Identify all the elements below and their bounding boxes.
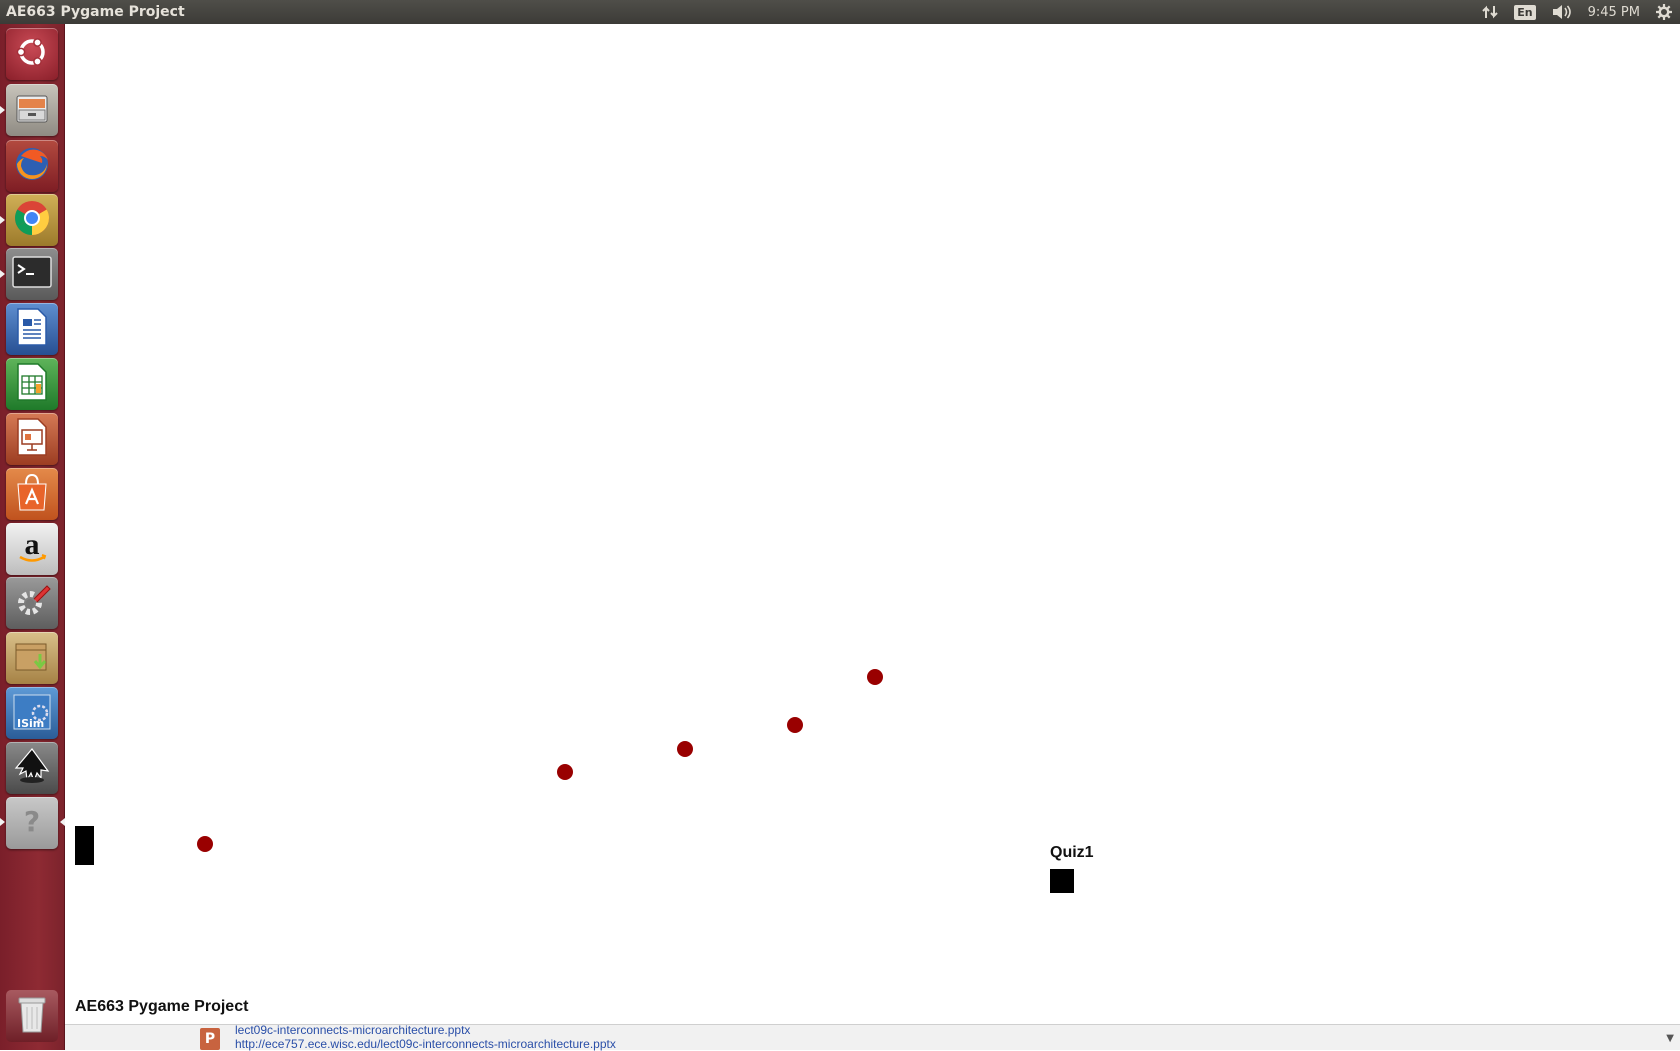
amazon-icon: a (12, 527, 52, 571)
download-bar: P lect09c-interconnects-microarchitectur… (65, 1023, 1680, 1051)
target-label: Quiz1 (1050, 844, 1094, 861)
network-icon[interactable] (1474, 0, 1506, 24)
projectile-dot (677, 741, 693, 757)
projectile-dot (197, 836, 213, 852)
archive-icon (12, 636, 52, 680)
terminal-icon (12, 255, 52, 293)
isim-button[interactable]: ISim (6, 687, 58, 739)
launcher: a ISim ? (0, 24, 65, 1050)
active-indicator (60, 818, 65, 826)
powerpoint-file-icon[interactable]: P (200, 1028, 220, 1050)
writer-icon (15, 307, 49, 351)
ubuntu-logo-icon (15, 35, 49, 73)
dash-button[interactable] (6, 28, 58, 80)
calc-icon (15, 362, 49, 406)
session-gear-icon[interactable] (1648, 0, 1680, 24)
chevron-down-icon[interactable]: ▼ (1666, 1033, 1674, 1044)
clock[interactable]: 9:45 PM (1587, 4, 1640, 20)
running-indicator (0, 216, 5, 224)
writer-button[interactable] (6, 303, 58, 355)
isim-icon: ISim (12, 691, 52, 735)
help-button[interactable]: ? (6, 797, 58, 849)
running-indicator (0, 270, 5, 278)
chrome-button[interactable] (6, 194, 58, 246)
game-canvas[interactable]: Quiz1 (65, 24, 1680, 1024)
inkscape-icon (12, 746, 52, 790)
inkscape-button[interactable] (6, 742, 58, 794)
indicator-area: En 9:45 PM (1474, 0, 1680, 24)
keyboard-layout-indicator[interactable]: En (1506, 0, 1543, 24)
svg-text:ISim: ISim (17, 717, 44, 730)
volume-icon[interactable] (1544, 0, 1580, 24)
archive-manager-button[interactable] (6, 632, 58, 684)
game-caption: AE663 Pygame Project (75, 998, 249, 1015)
keyboard-layout-badge: En (1514, 4, 1536, 20)
file-cabinet-icon (14, 90, 50, 130)
amazon-button[interactable]: a (6, 523, 58, 575)
settings-icon (12, 581, 52, 625)
trash-icon (15, 994, 49, 1038)
calc-button[interactable] (6, 358, 58, 410)
impress-icon (15, 417, 49, 461)
firefox-icon (12, 144, 52, 188)
settings-button[interactable] (6, 577, 58, 629)
help-icon: ? (14, 803, 50, 843)
files-button[interactable] (6, 84, 58, 136)
window-title: AE663 Pygame Project (6, 4, 185, 20)
svg-text:?: ? (24, 805, 40, 838)
svg-text:a: a (25, 528, 40, 561)
trash-button[interactable] (6, 990, 58, 1042)
firefox-button[interactable] (6, 140, 58, 192)
download-file-name[interactable]: lect09c-interconnects-microarchitecture.… (235, 1023, 471, 1037)
running-indicator (0, 818, 5, 826)
terminal-button[interactable] (6, 248, 58, 300)
projectile-dot (557, 764, 573, 780)
top-panel: AE663 Pygame Project En 9:45 PM (0, 0, 1680, 24)
software-center-button[interactable] (6, 468, 58, 520)
download-url[interactable]: http://ece757.ece.wisc.edu/lect09c-inter… (235, 1037, 616, 1051)
shopping-bag-icon (13, 472, 51, 516)
projectile-dot (787, 717, 803, 733)
player-block (75, 826, 94, 865)
impress-button[interactable] (6, 413, 58, 465)
projectile-dot (867, 669, 883, 685)
running-indicator (0, 106, 5, 114)
chrome-icon (12, 198, 52, 242)
target-block[interactable] (1050, 869, 1074, 893)
